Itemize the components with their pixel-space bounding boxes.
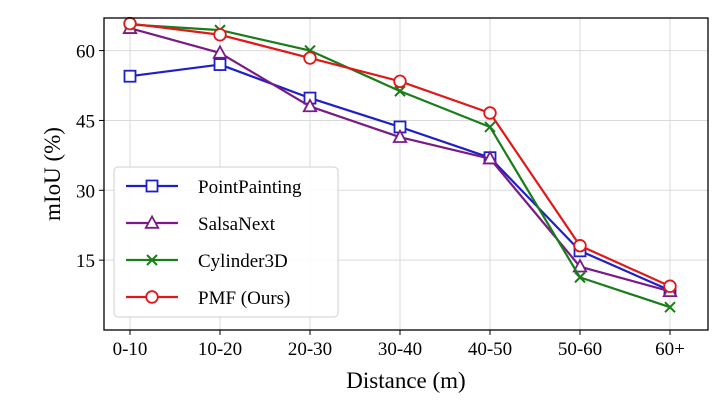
legend-marker [145, 179, 159, 193]
data-point [213, 58, 227, 71]
legend-marker [144, 214, 160, 229]
series-pmf-ours [123, 16, 677, 293]
data-point [572, 258, 588, 273]
x-marker-stroke [574, 271, 586, 284]
data-point [303, 51, 317, 65]
x-axis-label: Distance (m) [346, 368, 465, 393]
data-point [573, 239, 587, 253]
data-point [213, 28, 227, 42]
legend-marker [146, 254, 158, 266]
y-tick-label: 15 [76, 251, 95, 272]
data-point [394, 85, 406, 97]
x-tick-label: 20-30 [288, 339, 332, 360]
data-point [302, 98, 318, 113]
axis-ticks: 0-10 10-20 20-30 30-40 40-50 50-60 60+ 15 30 45 60 [76, 42, 685, 360]
x-marker-stroke [146, 254, 158, 266]
data-point [664, 301, 676, 313]
legend-label: PMF (Ours) [198, 288, 290, 309]
legend-label: SalsaNext [198, 214, 276, 235]
data-point [392, 128, 408, 143]
legend-entry: SalsaNext [126, 214, 276, 235]
data-point [123, 69, 137, 83]
data-point [482, 150, 498, 165]
legend-entry: PointPainting [126, 177, 302, 198]
legend-entry: Cylinder3D [126, 251, 288, 272]
series-layer [122, 16, 678, 313]
y-tick-label: 45 [76, 111, 95, 132]
x-tick-label: 50-60 [558, 339, 602, 360]
data-point [574, 271, 586, 284]
x-tick-label: 0-10 [113, 339, 148, 360]
x-tick-label: 30-40 [378, 339, 422, 360]
data-point [212, 44, 228, 59]
x-marker-stroke [484, 121, 496, 133]
legend-label: PointPainting [198, 177, 302, 198]
x-tick-label: 10-20 [198, 339, 242, 360]
data-point [483, 106, 497, 120]
legend-entry: PMF (Ours) [126, 288, 290, 309]
y-tick-label: 60 [76, 42, 95, 63]
legend: PointPainting SalsaNext Cylinder3D PMF (Our… [113, 166, 339, 318]
x-marker-stroke [664, 301, 676, 313]
data-point [123, 16, 137, 31]
y-tick-label: 30 [76, 181, 95, 202]
x-tick-label: 60+ [655, 339, 685, 360]
legend-label: Cylinder3D [198, 251, 288, 272]
legend-box [113, 166, 339, 318]
x-marker-stroke [394, 85, 406, 97]
legend-marker [145, 290, 159, 304]
y-axis-label: mIoU (%) [40, 127, 65, 221]
data-point [393, 74, 407, 89]
data-point [484, 121, 496, 133]
data-point [663, 279, 677, 293]
x-tick-label: 40-50 [468, 339, 512, 360]
plot-frame [103, 17, 709, 331]
